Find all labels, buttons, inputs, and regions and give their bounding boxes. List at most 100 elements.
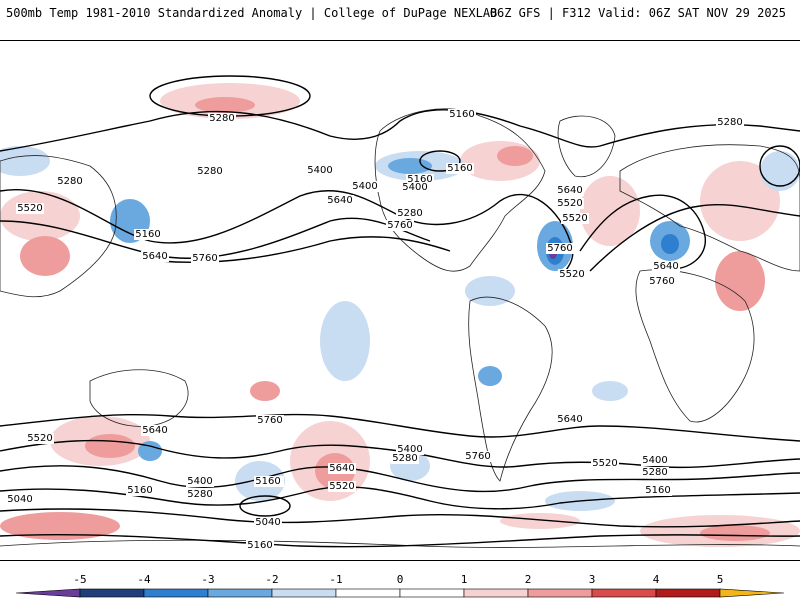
contour-label: 5520 — [27, 433, 52, 444]
contour-label-bg — [652, 261, 680, 272]
contour-label: 5640 — [329, 463, 354, 474]
contour-label-bg — [556, 185, 584, 196]
contour-label: 5760 — [465, 451, 490, 462]
colorbar-tick-label: 4 — [653, 573, 660, 586]
contour-label: 5760 — [649, 276, 674, 287]
contour-label: 5400 — [402, 182, 427, 193]
contour-label-bg — [186, 489, 214, 500]
colorbar-tick-label: 1 — [461, 573, 468, 586]
colorbar-tick-label: 2 — [525, 573, 532, 586]
colorbar-bins — [15, 588, 785, 598]
shade-neg — [478, 366, 502, 386]
contour-label: 5160 — [645, 485, 670, 496]
contour-label: 5400 — [642, 455, 667, 466]
contour-5760-e — [589, 203, 800, 272]
contour-closed-low — [759, 145, 800, 187]
contour-label: 5640 — [653, 261, 678, 272]
contour-label: 5400 — [307, 165, 332, 176]
contour-label-bg — [561, 213, 589, 224]
shade-neg — [388, 158, 432, 174]
contour-label-bg — [246, 540, 274, 551]
colorbar-bin — [335, 588, 401, 598]
shade-pos — [195, 97, 255, 113]
map-canvas: 5160 5280 5280 5160 5280 5400 5280 5160 5400 5520… — [0, 75, 800, 551]
shade-pos — [20, 236, 70, 276]
shade-pos — [700, 525, 770, 541]
colorbar-tick-label: -3 — [201, 573, 214, 586]
model-run-info: 06Z GFS | F312 Valid: 06Z SAT NOV 29 202… — [489, 6, 786, 20]
contour-label-bg — [328, 481, 356, 492]
contour-5640-n — [0, 217, 431, 259]
shade-pos — [85, 434, 135, 458]
colorbar-tick-label: -5 — [73, 573, 86, 586]
contour-label: 5520 — [17, 203, 42, 214]
contour-label: 5280 — [717, 117, 742, 128]
contour-5400-s — [0, 486, 800, 510]
contour-label-bg — [644, 485, 672, 496]
shade-neg — [592, 381, 628, 401]
contour-label-bg — [196, 166, 224, 177]
coastlines — [0, 108, 800, 548]
contour-label: 5280 — [187, 489, 212, 500]
contour-label: 5280 — [209, 113, 234, 124]
contour-label-bg — [396, 444, 424, 455]
shade-pos — [250, 381, 280, 401]
contour-label-bg — [141, 251, 169, 262]
contour-label-bg — [326, 195, 354, 206]
shade-pos — [0, 512, 120, 540]
contour-label-bg — [141, 425, 169, 436]
contour-label: 5640 — [557, 185, 582, 196]
shade-neg — [661, 234, 679, 254]
colorbar-tick-label: -1 — [329, 573, 342, 586]
contour-label-bg — [446, 163, 474, 174]
contour-5520-s — [0, 465, 800, 493]
shade-neg — [760, 151, 800, 191]
contour-label-bg — [464, 451, 492, 462]
contour-label-bg — [56, 176, 84, 187]
colorbar-bin — [79, 588, 145, 598]
contour-label-bg — [186, 476, 214, 487]
africa — [635, 269, 755, 423]
colorbar-ticks: -5 -4 -3 -2 -1 0 1 2 3 4 5 — [73, 573, 723, 586]
contour-label-bg — [591, 458, 619, 469]
colorbar-bin — [143, 588, 209, 598]
shade-pos — [715, 251, 765, 311]
anomaly-shading — [0, 83, 800, 547]
contour-label: 5760 — [192, 253, 217, 264]
contour-label-bg — [556, 198, 584, 209]
shade-neg — [320, 301, 370, 381]
contour-label-bg — [328, 463, 356, 474]
contour-label-bg — [716, 117, 744, 128]
eurasia-east — [619, 144, 800, 272]
colorbar-bin — [463, 588, 529, 598]
contour-label: 5160 — [127, 485, 152, 496]
contour-label-bg — [641, 467, 669, 478]
contour-label-bg — [351, 181, 379, 192]
contour-label-bg — [254, 476, 282, 487]
shade-pos — [500, 513, 580, 529]
colorbar-tick-label: -2 — [265, 573, 278, 586]
contour-label-bg — [546, 243, 574, 254]
contour-closed-low — [419, 150, 461, 172]
shade-neg — [465, 276, 515, 306]
contour-label: 5400 — [352, 181, 377, 192]
contour-label: 5280 — [392, 453, 417, 464]
colorbar-bin — [655, 588, 721, 598]
contour-label: 5760 — [547, 243, 572, 254]
contour-label: 5160 — [247, 540, 272, 551]
contour-label-bg — [254, 517, 282, 528]
contour-5280-n — [0, 109, 800, 152]
contour-label-bg — [401, 182, 429, 193]
colorbar-tick-label: -4 — [137, 573, 151, 586]
contour-label-bg — [391, 453, 419, 464]
contour-label: 5280 — [57, 176, 82, 187]
antarctica — [0, 539, 800, 548]
colorbar-bin — [399, 588, 465, 598]
colorbar-bin — [591, 588, 657, 598]
south-america — [468, 296, 553, 482]
contour-label-bg — [208, 113, 236, 124]
contour-label: 5160 — [449, 109, 474, 120]
contour-label-bg — [191, 253, 219, 264]
contour-label: 5400 — [187, 476, 212, 487]
contour-label: 5520 — [592, 458, 617, 469]
